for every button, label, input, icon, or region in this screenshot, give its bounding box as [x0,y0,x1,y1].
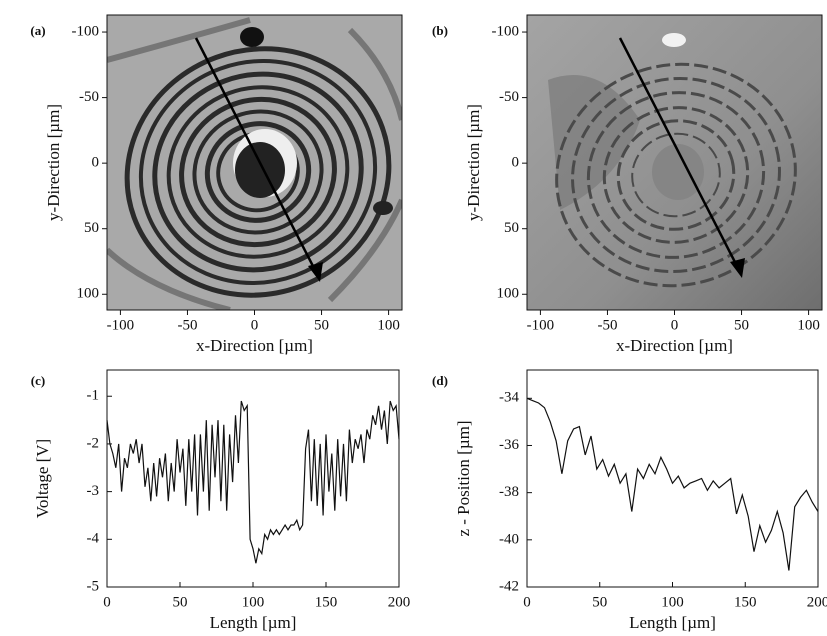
plot-frame [526,369,819,588]
y-axis-title: Voltage [V] [33,439,52,518]
y-tick-label: 50 [504,220,519,236]
x-tick-label: 200 [807,594,827,610]
y-tick-label: -3 [87,483,100,499]
x-tick-label: 0 [523,594,531,610]
x-tick-label: 50 [173,594,188,610]
x-axis-title: x-Direction [µm] [616,336,733,355]
y-tick-label: -42 [499,578,519,594]
y-tick-label: -50 [499,89,519,105]
x-tick-label: 50 [314,317,329,333]
x-tick-label: 200 [388,594,411,610]
y-axis-title: y-Direction [µm] [44,104,63,221]
x-tick-label: -50 [597,317,617,333]
y-tick-label: -40 [499,531,519,547]
x-tick-label: 100 [242,594,265,610]
y-tick-label: 0 [512,155,520,171]
y-tick-label: -5 [87,578,100,594]
y-tick-label: 50 [84,220,99,236]
y-axis-title: z - Position [µm] [454,420,473,536]
y-tick-label: 0 [92,155,100,171]
y-tick-label: -2 [87,435,100,451]
x-tick-label: -50 [177,317,197,333]
y-tick-label: 100 [77,286,100,302]
x-tick-label: 0 [671,317,679,333]
x-tick-label: 100 [797,317,820,333]
y-tick-label: -50 [79,89,99,105]
x-tick-label: -100 [107,317,135,333]
y-tick-label: -38 [499,484,519,500]
y-axis-title: y-Direction [µm] [464,104,483,221]
data-line [526,397,819,571]
x-tick-label: -100 [527,317,555,333]
y-tick-label: -34 [499,390,519,406]
micrograph-a [107,15,402,310]
y-tick-label: -100 [72,23,100,39]
y-tick-label: 100 [497,286,520,302]
panel-label: (d) [432,373,448,388]
x-tick-label: 0 [103,594,111,610]
y-tick-label: -1 [87,388,100,404]
x-axis-title: x-Direction [µm] [196,336,313,355]
x-tick-label: 100 [377,317,400,333]
x-tick-label: 50 [734,317,749,333]
x-tick-label: 50 [592,594,607,610]
data-line [106,400,400,564]
x-tick-label: 150 [734,594,757,610]
plot-frame [106,369,400,588]
x-axis-title: Length [µm] [629,613,716,632]
x-tick-label: 0 [251,317,259,333]
panel-label: (b) [432,23,448,38]
panel-label: (a) [30,23,45,38]
x-tick-label: 150 [315,594,338,610]
x-tick-label: 100 [661,594,684,610]
y-tick-label: -36 [499,437,519,453]
panel-label: (c) [31,373,45,388]
x-axis-title: Length [µm] [210,613,297,632]
micrograph-b [527,15,822,310]
y-tick-label: -4 [87,531,100,547]
y-tick-label: -100 [492,23,520,39]
